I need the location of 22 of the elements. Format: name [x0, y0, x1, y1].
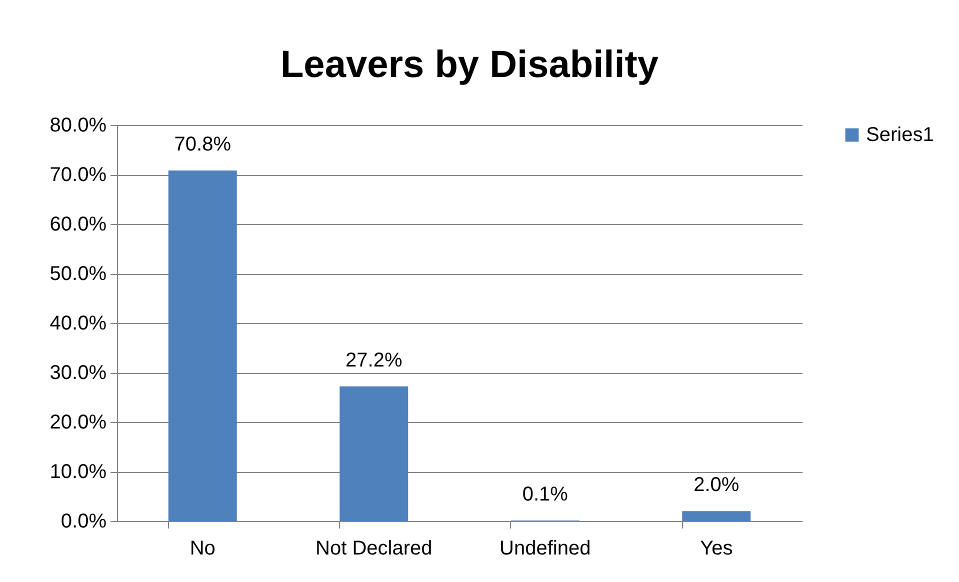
data-label: 0.1% [522, 484, 568, 506]
y-tick-label: 40.0% [50, 312, 107, 334]
y-tick-label: 30.0% [50, 362, 107, 384]
x-tick-label: Yes [700, 538, 733, 560]
x-tick-label: Not Declared [316, 538, 432, 560]
y-tick-label: 10.0% [50, 461, 107, 483]
bar [168, 170, 237, 521]
x-tick-label: No [190, 538, 216, 560]
y-tick-label: 50.0% [50, 263, 107, 285]
bar [340, 386, 408, 521]
data-label: 70.8% [174, 134, 232, 156]
y-tick-label: 20.0% [50, 412, 107, 434]
y-tick-label: 60.0% [50, 214, 107, 236]
x-tick-label: Undefined [500, 538, 591, 560]
y-tick-label: 70.0% [50, 164, 107, 186]
y-tick-label: 0.0% [60, 510, 107, 532]
bar [682, 511, 751, 521]
legend-label: Series1 [866, 124, 934, 146]
chart-title: Leavers by Disability [280, 44, 659, 86]
y-tick-label: 80.0% [50, 114, 107, 136]
data-label: 2.0% [694, 474, 740, 496]
data-label: 27.2% [346, 349, 402, 372]
